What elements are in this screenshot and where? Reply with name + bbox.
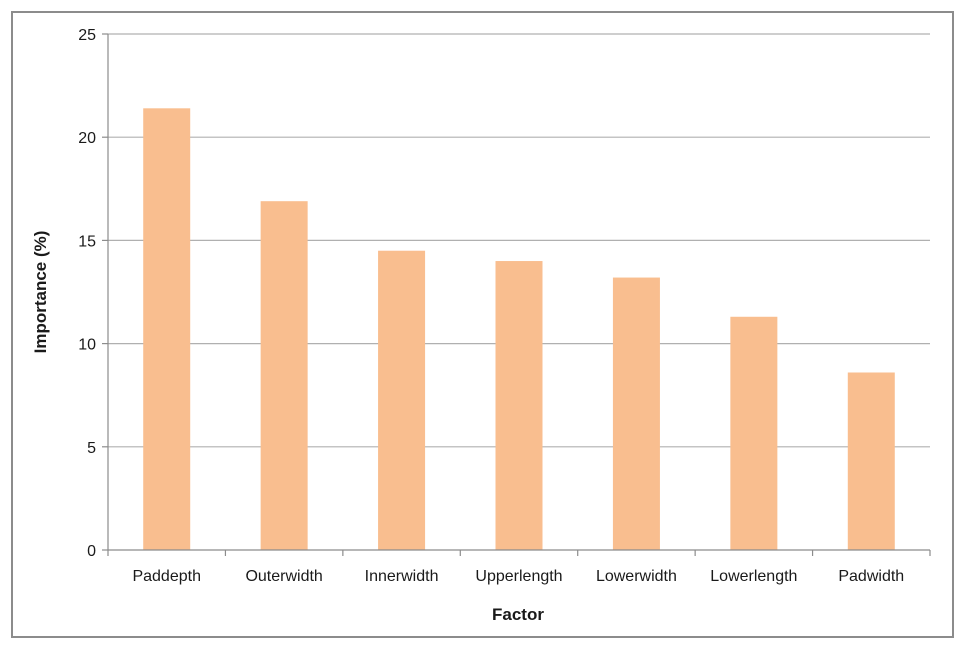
bar-lowerlength [730, 316, 778, 550]
x-tick-label-innerwidth: Innerwidth [365, 568, 439, 585]
y-tick-label-10: 10 [78, 337, 96, 354]
y-tick-label-15: 15 [78, 233, 96, 250]
bar-padwidth [847, 372, 895, 550]
tick-labels: 0 5 10 15 20 25 Paddepth Outerwidth Innerwidth Up… [78, 27, 904, 585]
bar-outerwidth [260, 201, 308, 550]
x-tick-label-padwidth: Padwidth [838, 568, 904, 585]
y-tick-label-0: 0 [87, 543, 96, 560]
bar-paddepth [143, 108, 191, 550]
x-tick-label-outerwidth: Outerwidth [245, 568, 322, 585]
axes [102, 33, 931, 556]
x-tick-label-upperlength: Upperlength [475, 568, 562, 585]
y-axis-title: Importance (%) [31, 231, 50, 354]
bar-upperlength [495, 261, 543, 550]
bar-lowerwidth [612, 277, 660, 550]
x-tick-label-paddepth: Paddepth [132, 568, 201, 585]
x-axis-title: Factor [492, 605, 544, 624]
y-tick-label-20: 20 [78, 130, 96, 147]
x-tick-label-lowerlength: Lowerlength [710, 568, 797, 585]
bars [143, 108, 895, 550]
x-tick-label-lowerwidth: Lowerwidth [596, 568, 677, 585]
bar-innerwidth [378, 250, 426, 550]
y-tick-label-25: 25 [78, 27, 96, 44]
y-tick-label-5: 5 [87, 440, 96, 457]
